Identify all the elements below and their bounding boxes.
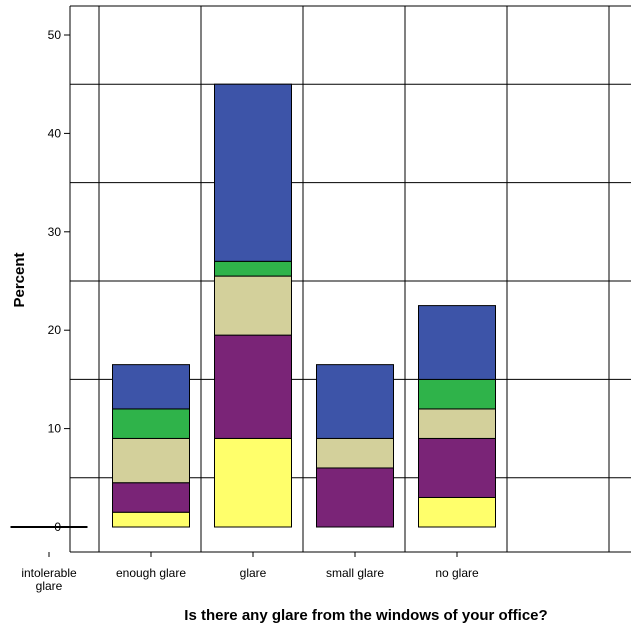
bar-segment — [418, 378, 496, 410]
y-tick-label: 50 — [48, 28, 62, 42]
grid-layer — [69, 5, 631, 553]
y-tick-label: 20 — [48, 323, 62, 337]
bar-segment — [418, 305, 496, 380]
bar-segment — [418, 496, 496, 528]
x-tick-label: no glare — [435, 566, 479, 580]
y-tick-label: 30 — [48, 225, 62, 239]
bar-segment — [316, 467, 394, 528]
bar-segment — [418, 437, 496, 498]
bar-segment — [418, 408, 496, 439]
x-tick-label: enough glare — [116, 566, 186, 580]
bar-layer — [10, 83, 496, 528]
bar-segment — [112, 511, 190, 528]
x-tick-label: glare — [240, 566, 267, 580]
bar-segment — [214, 260, 292, 277]
bar-segment — [214, 275, 292, 336]
y-tick-label: 10 — [48, 422, 62, 436]
bar-segment — [316, 364, 394, 439]
bar-segment — [316, 437, 394, 469]
bar-segment — [112, 437, 190, 484]
y-tick-label: 40 — [48, 126, 62, 140]
bar-segment — [112, 408, 190, 439]
bar-segment — [214, 334, 292, 439]
bar-segment — [214, 437, 292, 528]
x-tick-label: intolerable — [21, 566, 77, 580]
x-tick-label: glare — [36, 579, 63, 593]
bar-segment — [112, 364, 190, 410]
bar-segment — [214, 83, 292, 262]
bar-segment — [112, 482, 190, 513]
x-axis-title: Is there any glare from the windows of y… — [184, 607, 547, 624]
y-tick-label: 0 — [54, 520, 61, 534]
x-tick-label: small glare — [326, 566, 384, 580]
y-axis-title: Percent — [11, 252, 28, 307]
